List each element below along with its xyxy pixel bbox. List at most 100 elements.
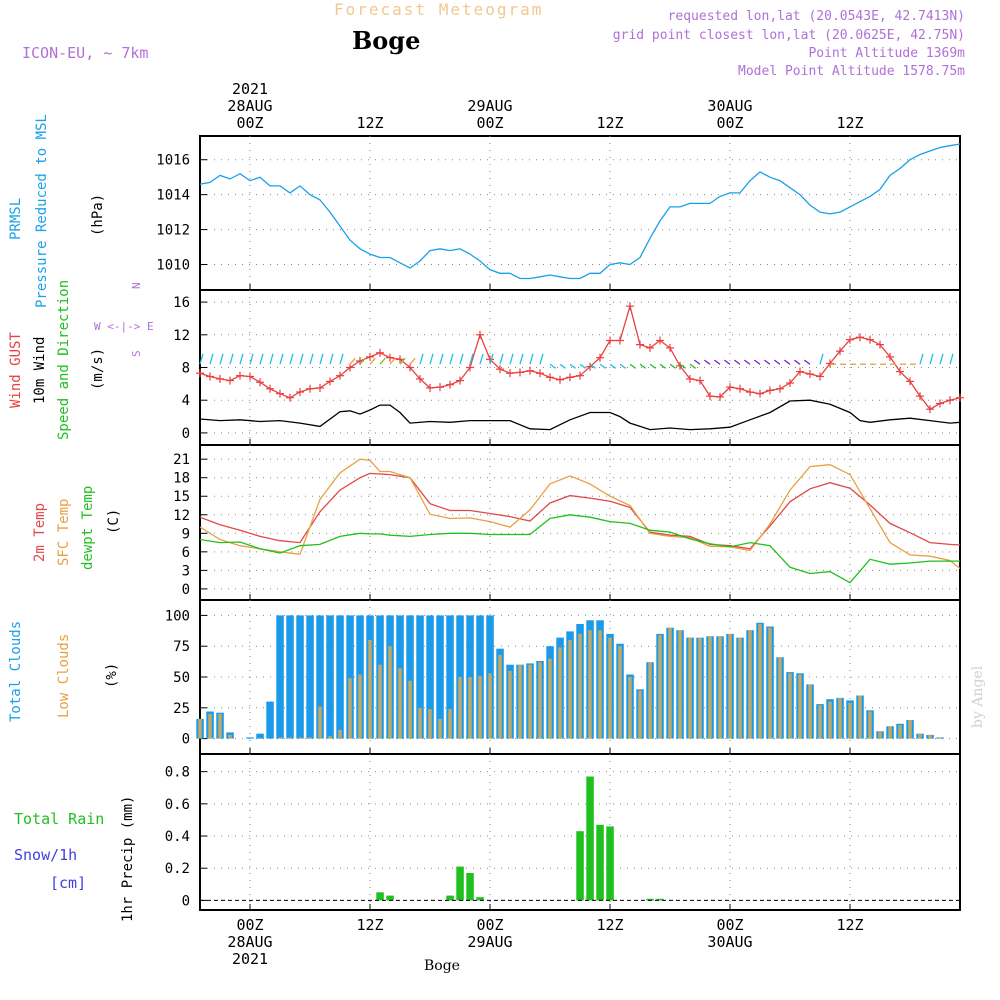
wind-dir-arrow: [599, 363, 607, 369]
series-2m-temp: [199, 472, 961, 550]
bar-low-clouds: [808, 684, 812, 739]
bar-low-clouds: [848, 702, 852, 739]
bar-low-clouds: [898, 725, 902, 739]
bottom-time-label: 12Z: [596, 916, 623, 934]
wind-dir-arrow: [479, 353, 484, 365]
wind-dir-arrow: [589, 363, 597, 369]
bar-low-clouds: [538, 662, 542, 739]
bar-total-clouds: [406, 615, 414, 739]
bar-low-clouds: [308, 737, 312, 739]
wind-dir-arrow: [369, 357, 376, 365]
bar-low-clouds: [448, 709, 452, 739]
bar-low-clouds: [828, 701, 832, 739]
bar-low-clouds: [608, 637, 612, 739]
bar-total-rain: [586, 776, 594, 901]
bar-low-clouds: [888, 726, 892, 739]
bar-total-rain: [466, 873, 474, 901]
bar-low-clouds: [778, 657, 782, 739]
bottom-time-label: 00Z: [476, 916, 503, 934]
wind-dir-arrow: [693, 359, 701, 365]
bar-total-clouds: [246, 737, 254, 739]
tick-label-temperature: 3: [182, 563, 190, 579]
wind-dir-arrow: [723, 359, 731, 365]
bar-low-clouds: [678, 630, 682, 739]
meteogram-title: Forecast Meteogram: [334, 0, 544, 19]
tick-label-precip: 0.2: [165, 861, 190, 877]
bar-low-clouds: [328, 736, 332, 739]
bar-low-clouds: [518, 664, 522, 739]
tick-label-clouds: 75: [173, 639, 190, 655]
bar-low-clouds: [428, 709, 432, 739]
wind-dir-arrow: [249, 353, 254, 365]
wind-dir-arrow: [703, 359, 711, 365]
tick-label-wind: 12: [173, 328, 190, 344]
bar-low-clouds: [938, 737, 942, 739]
bar-low-clouds: [298, 737, 302, 739]
bottom-time-label: 00Z: [716, 916, 743, 934]
panel-frame-pressure: [199, 135, 961, 291]
wind-dir-arrow: [659, 363, 667, 369]
wind-dir-arrow: [619, 363, 627, 369]
wind-dir-arrow: [389, 357, 396, 365]
rain-side-label: Total Rain: [14, 810, 105, 828]
bar-total-clouds: [336, 615, 344, 739]
wind-dir-arrow: [713, 359, 721, 365]
bar-low-clouds: [598, 630, 602, 739]
bar-low-clouds: [748, 630, 752, 739]
top-time-label: 2021: [232, 80, 268, 98]
bar-low-clouds: [728, 633, 732, 739]
bar-total-rain: [596, 824, 604, 901]
bottom-time-label: 28AUG: [227, 933, 272, 951]
bar-low-clouds: [908, 720, 912, 739]
bar-low-clouds: [758, 624, 762, 739]
bar-low-clouds: [818, 705, 822, 739]
wind-dir-arrow: [409, 357, 416, 365]
wind-dir-arrow: [509, 353, 514, 365]
bottom-time-label: 2021: [232, 950, 268, 968]
wind-dir-arrow: [639, 363, 647, 369]
bar-low-clouds: [838, 697, 842, 739]
bar-low-clouds: [718, 636, 722, 739]
bar-total-rain: [456, 866, 464, 901]
tick-label-precip: 0.8: [165, 765, 190, 781]
bar-low-clouds: [498, 654, 502, 739]
tick-label-wind: 4: [182, 393, 190, 409]
wind-dir-arrow: [919, 353, 924, 365]
point-altitude: Point Altitude 1369m: [808, 46, 965, 61]
bar-total-clouds: [426, 615, 434, 739]
bar-low-clouds: [918, 733, 922, 739]
bar-low-clouds: [528, 664, 532, 739]
wind-dir-arrow: [309, 353, 314, 365]
tick-label-clouds: 50: [173, 670, 190, 686]
wind-dir-arrow: [753, 359, 761, 365]
wind-dir-arrow: [199, 353, 204, 365]
tick-label-precip: 0.6: [165, 797, 190, 813]
bar-low-clouds: [398, 668, 402, 739]
bar-low-clouds: [278, 737, 282, 739]
top-time-label: 30AUG: [707, 97, 752, 115]
bar-low-clouds: [478, 675, 482, 739]
bar-low-clouds: [378, 664, 382, 739]
panel-frame-wind: [199, 289, 961, 446]
location-title: Boge: [352, 26, 421, 55]
bar-low-clouds: [318, 706, 322, 739]
wind-dir-arrow: [419, 353, 424, 365]
bar-total-rain: [376, 892, 384, 901]
wind-dir-arrow: [439, 353, 444, 365]
bar-total-clouds: [436, 615, 444, 739]
bar-low-clouds: [858, 695, 862, 739]
bar-low-clouds: [768, 627, 772, 739]
bar-low-clouds: [408, 680, 412, 739]
tick-label-clouds: 25: [173, 701, 190, 717]
bar-low-clouds: [788, 673, 792, 739]
bottom-time-label: 29AUG: [467, 933, 512, 951]
wind-dir-arrow: [379, 357, 386, 365]
bar-low-clouds: [658, 635, 662, 739]
wind-dir-arrow: [259, 353, 264, 365]
wind-dir-arrow: [359, 357, 366, 365]
wind-dir-arrow: [219, 353, 224, 365]
bar-low-clouds: [568, 640, 572, 739]
grid-point-coords: grid point closest lon,lat (20.0625E, 42…: [612, 28, 965, 43]
wind-dir-arrow: [629, 363, 637, 369]
top-time-label: 00Z: [476, 114, 503, 132]
